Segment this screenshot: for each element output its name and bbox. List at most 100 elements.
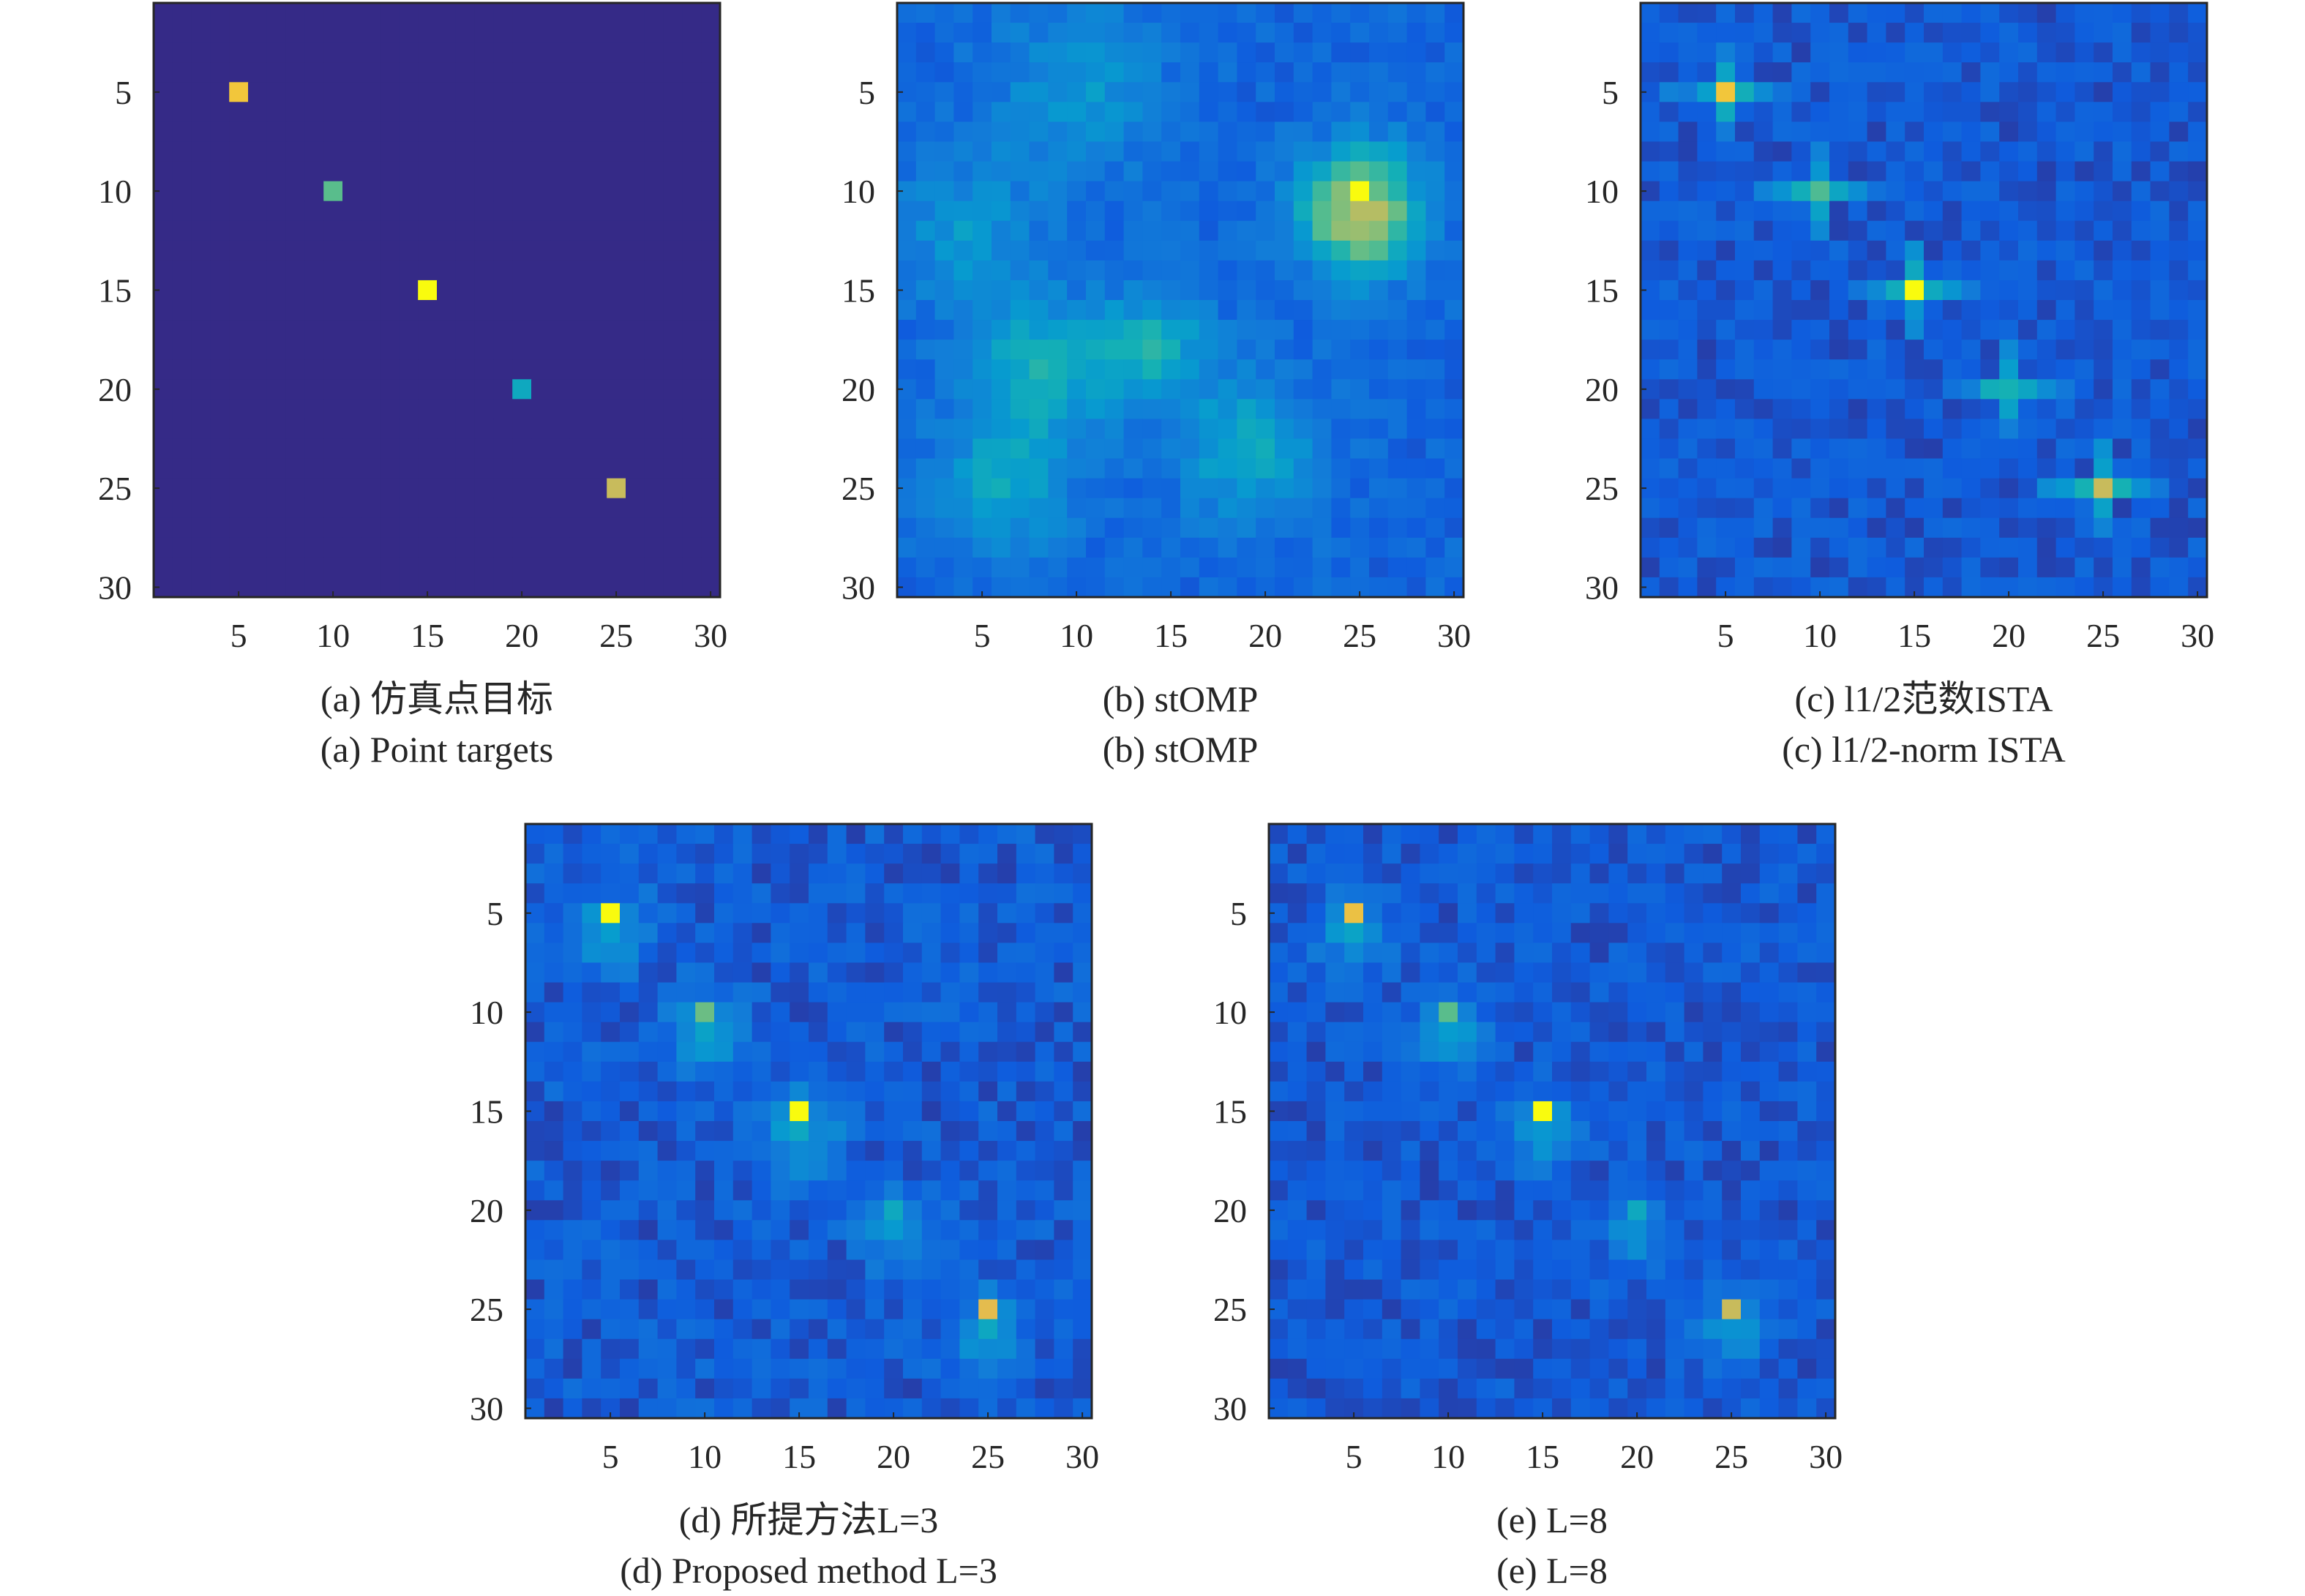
heatmap-cell	[1293, 181, 1313, 202]
heatmap-cell	[626, 220, 645, 241]
heatmap-cell	[2094, 340, 2113, 360]
heatmap-cell	[1722, 1319, 1742, 1340]
heatmap-cell	[1942, 260, 1963, 281]
heatmap-cell	[701, 23, 721, 43]
heatmap-cell	[915, 300, 936, 321]
heatmap-cell	[809, 1180, 828, 1201]
heatmap-cell	[638, 1319, 659, 1340]
heatmap-cell	[790, 1081, 809, 1102]
heatmap-cell	[1035, 1161, 1054, 1181]
heatmap-cell	[620, 1121, 640, 1142]
heatmap-cell	[921, 1338, 942, 1360]
heatmap-cell	[380, 340, 400, 360]
heatmap-cell	[1684, 1121, 1704, 1142]
heatmap-cell	[1961, 82, 1981, 102]
heatmap-cell	[1048, 201, 1068, 222]
heatmap-cell	[2169, 260, 2189, 281]
heatmap-cell	[695, 962, 715, 984]
heatmap-cell	[304, 557, 324, 578]
heatmap-cell	[1646, 1141, 1666, 1161]
heatmap-cell	[1256, 161, 1275, 182]
heatmap-cell	[1016, 1002, 1036, 1023]
heatmap-cell	[953, 340, 973, 360]
heatmap-cell	[1073, 1279, 1092, 1300]
heatmap-cell	[903, 1081, 923, 1102]
heatmap-cell	[1980, 201, 2000, 222]
heatmap-cell	[2113, 260, 2132, 281]
heatmap-cell	[2036, 161, 2057, 182]
heatmap-cell	[361, 82, 381, 102]
heatmap-cell	[1444, 359, 1464, 380]
heatmap-cell	[531, 42, 551, 63]
heatmap-cell	[897, 240, 917, 261]
heatmap-cell	[569, 537, 588, 558]
heatmap-cell	[1269, 982, 1289, 1003]
heatmap-cell	[154, 517, 173, 539]
heatmap-cell	[1180, 3, 1200, 23]
heatmap-cell	[620, 943, 640, 964]
heatmap-cell	[380, 181, 400, 202]
heatmap-cell	[1867, 359, 1886, 380]
heatmap-cell	[474, 300, 494, 321]
heatmap-cell	[1123, 478, 1143, 499]
heatmap-cell	[663, 399, 683, 419]
heatmap-cell	[714, 863, 734, 884]
heatmap-cell	[1741, 943, 1761, 964]
heatmap-cell	[1086, 3, 1106, 23]
heatmap-cell	[846, 824, 866, 844]
heatmap-cell	[1514, 903, 1534, 923]
heatmap-cell	[992, 359, 1011, 380]
heatmap-cell	[1325, 1259, 1345, 1281]
heatmap-cell	[1035, 1398, 1054, 1419]
heatmap-cell	[582, 1121, 601, 1142]
heatmap-cell	[474, 320, 494, 340]
heatmap-cell	[380, 102, 400, 122]
heatmap-cell	[1829, 23, 1849, 43]
heatmap-cell	[2150, 181, 2170, 202]
heatmap-cell	[1961, 458, 1981, 479]
heatmap-cell	[940, 1180, 960, 1201]
heatmap-cell	[1269, 1220, 1289, 1240]
heatmap-cell	[1608, 1161, 1628, 1181]
heatmap-cell	[1735, 201, 1755, 222]
heatmap-cell	[1495, 903, 1515, 923]
heatmap-cell	[1829, 320, 1849, 340]
heatmap-cell	[1659, 557, 1679, 578]
heatmap-cell	[1199, 379, 1219, 400]
heatmap-cell	[563, 1279, 582, 1300]
heatmap-cell	[569, 577, 588, 598]
heatmap-cell	[1797, 962, 1817, 984]
heatmap-cell	[1325, 883, 1345, 904]
heatmap-cell	[1778, 1002, 1798, 1023]
heatmap-cell	[1350, 557, 1370, 578]
heatmap-cell	[512, 399, 532, 419]
heatmap-cell	[663, 379, 683, 400]
heatmap-cell	[940, 1081, 960, 1102]
heatmap-cell	[682, 220, 702, 241]
heatmap-cell	[1256, 260, 1275, 281]
heatmap-cell	[626, 42, 645, 63]
heatmap-cell	[790, 1041, 809, 1063]
heatmap-cell	[626, 300, 645, 321]
heatmap-cell	[1816, 1180, 1836, 1201]
heatmap-cell	[399, 161, 419, 182]
heatmap-cell	[1237, 557, 1256, 578]
heatmap-cell	[1791, 220, 1811, 241]
heatmap-cell	[827, 1101, 847, 1122]
heatmap-cell	[1067, 557, 1087, 578]
heatmap-cell	[1772, 23, 1792, 43]
heatmap-cell	[752, 943, 771, 964]
heatmap-cell	[2150, 419, 2170, 440]
heatmap-cell	[695, 923, 715, 943]
heatmap-cell	[1646, 1319, 1666, 1340]
heatmap-cell	[1325, 1240, 1345, 1261]
heatmap-cell	[1010, 102, 1030, 122]
heatmap-cell	[865, 1101, 885, 1122]
heatmap-cell	[1444, 537, 1464, 558]
heatmap-cell	[1829, 300, 1849, 321]
heatmap-cell	[1961, 161, 1981, 182]
heatmap-cell	[1848, 240, 1868, 261]
heatmap-cell	[1199, 458, 1219, 479]
heatmap-cell	[978, 863, 998, 884]
heatmap-cell	[1641, 260, 1660, 281]
